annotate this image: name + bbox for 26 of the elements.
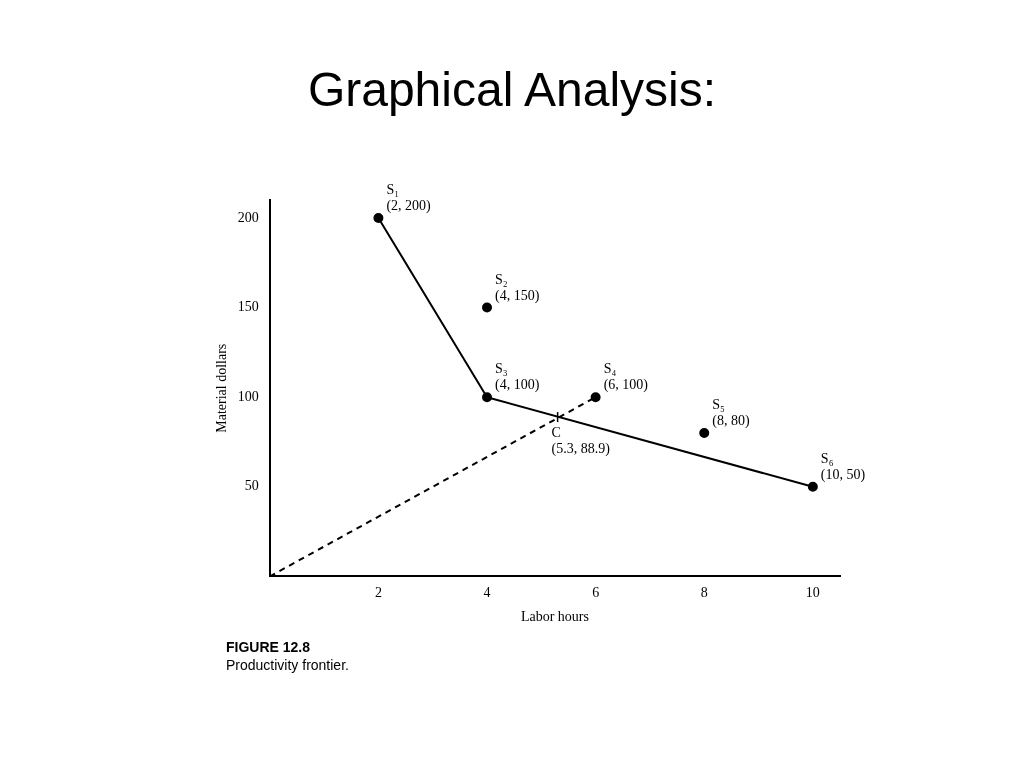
annotation: S₄ (6, 100)	[603, 361, 649, 394]
point	[482, 302, 493, 313]
y-tick-label: 200	[237, 209, 259, 225]
annotation: S₆ (10, 50)	[820, 450, 866, 483]
annotation: S₃ (4, 100)	[495, 361, 540, 394]
point	[590, 392, 601, 403]
y-axis-title: Material dollars	[214, 343, 230, 433]
point	[699, 428, 710, 439]
chart-title: Graphical Analysis:	[306, 62, 718, 117]
y-tick-label: 150	[237, 299, 259, 315]
x-tick-label: 4	[483, 585, 491, 601]
annotation: S₅ (8, 80)	[712, 397, 750, 430]
annotation: S₂ (4, 150)	[495, 271, 540, 304]
text: Productivity frontier.	[226, 656, 349, 674]
point	[807, 481, 818, 492]
point	[373, 212, 384, 223]
y-tick-label: 50	[244, 478, 259, 494]
x-tick-label: 8	[700, 585, 708, 601]
x-tick-label: 6	[592, 585, 600, 601]
caption: FIGURE 12.8	[226, 638, 312, 656]
y-tick-label: 100	[237, 388, 259, 404]
annotation: C (5.3, 88.9)	[551, 425, 611, 458]
annotation: S₁ (2, 200)	[386, 181, 432, 214]
x-axis-title: Labor hours	[520, 609, 589, 625]
x-tick-label: 10	[805, 585, 820, 601]
x-tick-label: 2	[374, 585, 382, 601]
